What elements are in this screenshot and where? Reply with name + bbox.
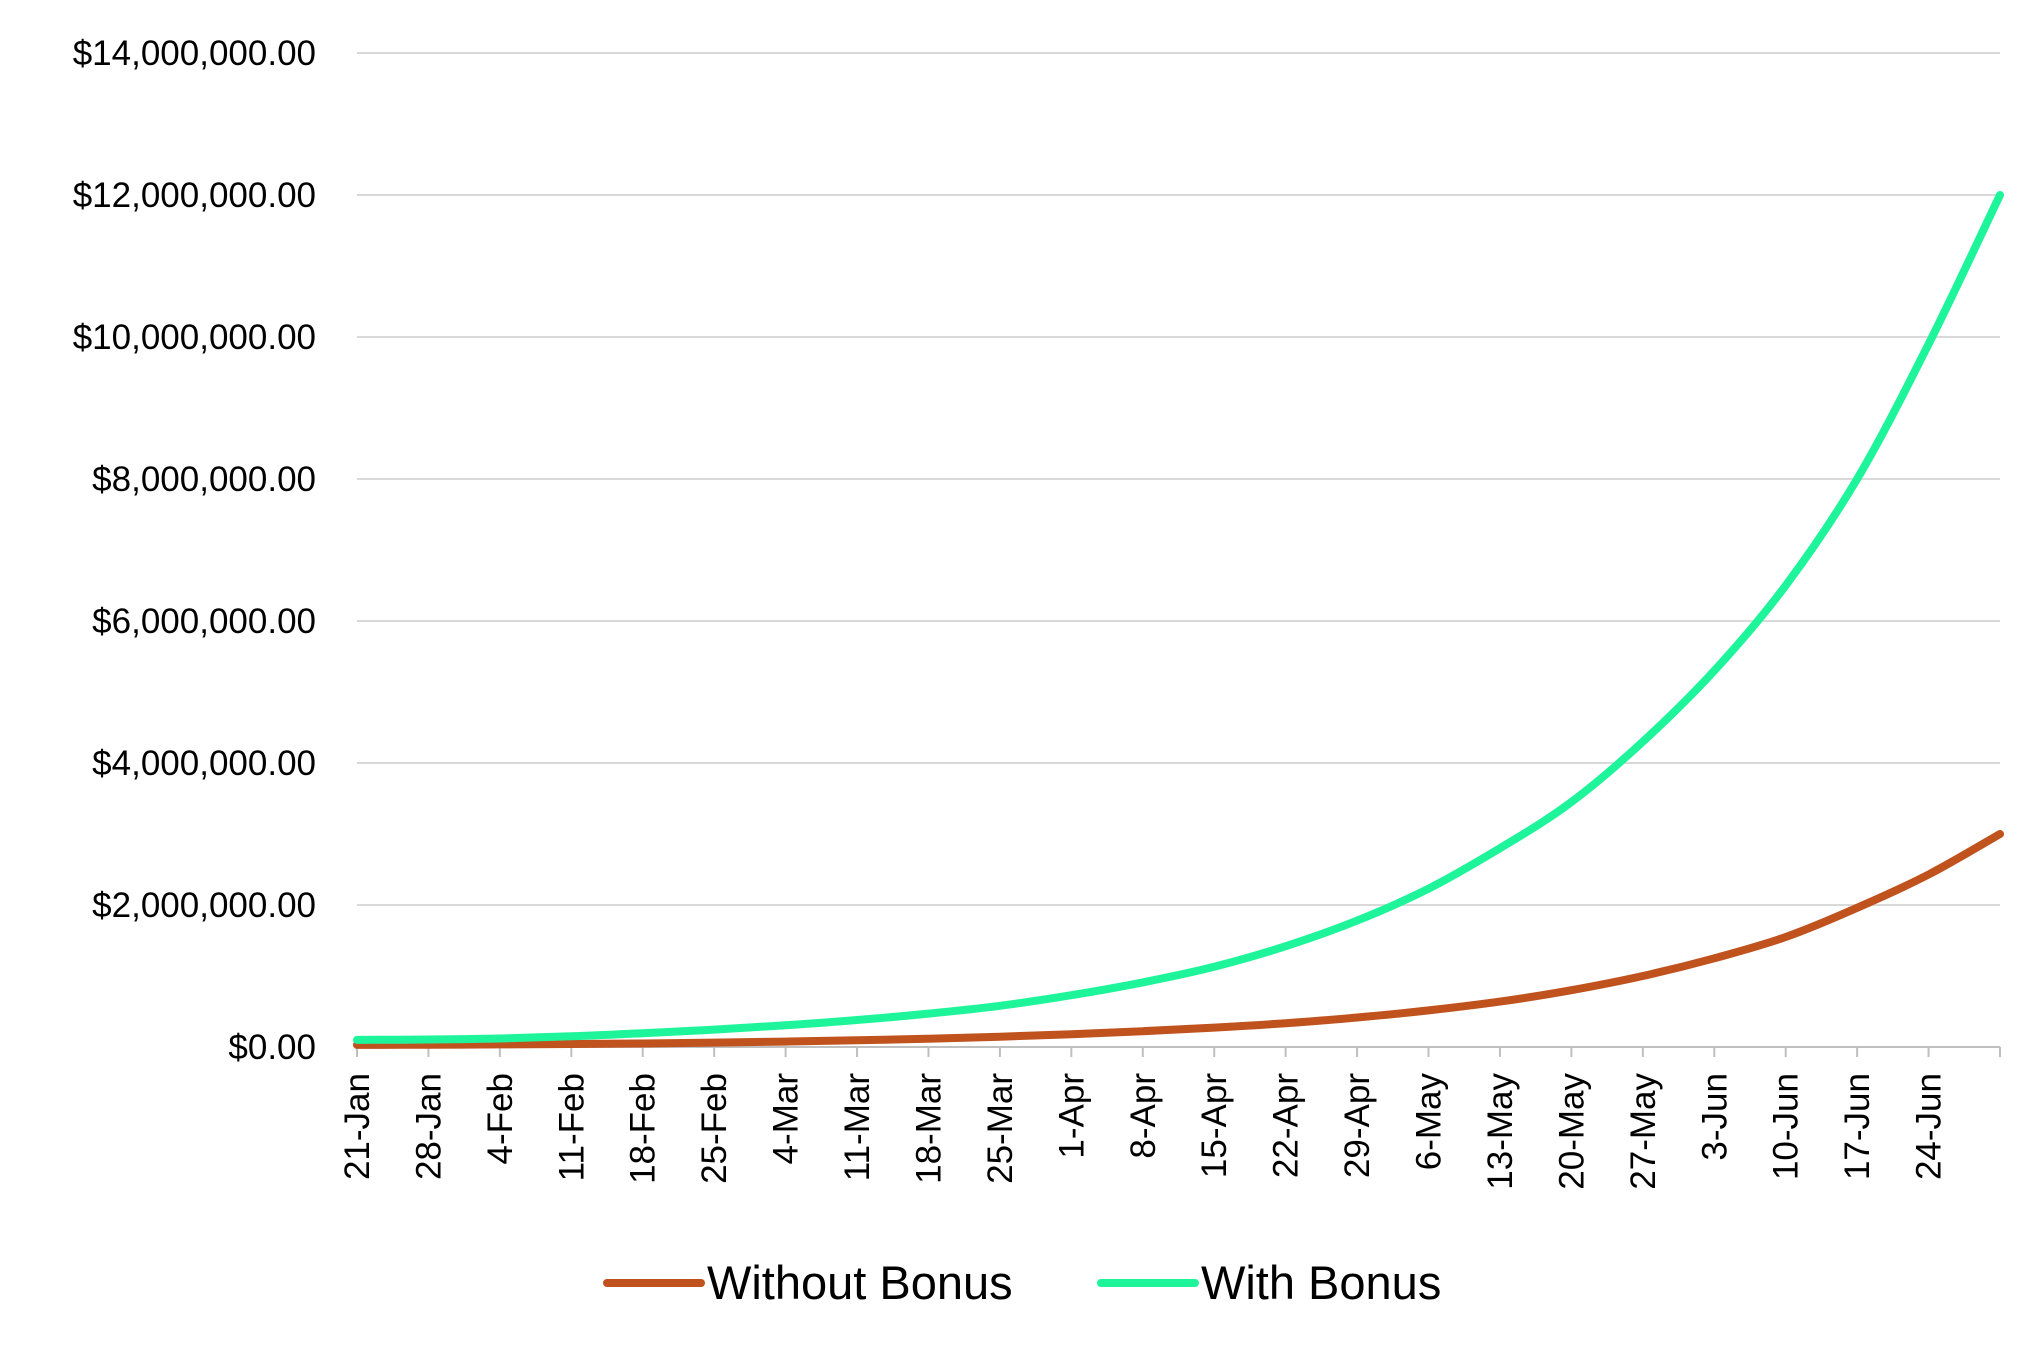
x-tick-label: 4-Mar xyxy=(767,1073,806,1165)
series-line-with-bonus xyxy=(353,191,2004,1044)
data-point-with-bonus xyxy=(499,1038,500,1039)
data-point-with-bonus xyxy=(1714,670,1715,671)
data-point-without-bonus xyxy=(1214,1027,1215,1028)
data-point-with-bonus xyxy=(785,1025,786,1026)
data-point-with-bonus xyxy=(1857,479,1858,480)
data-point-with-bonus xyxy=(357,1039,358,1040)
x-tick-label: 24-Jun xyxy=(1910,1073,1949,1180)
x-tick-label: 25-Feb xyxy=(695,1073,734,1184)
data-point-without-bonus xyxy=(642,1043,643,1044)
data-point-without-bonus xyxy=(428,1044,429,1045)
x-tick-label: 20-May xyxy=(1552,1073,1591,1190)
data-point-without-bonus xyxy=(1642,976,1643,977)
data-point-with-bonus xyxy=(1142,982,1143,983)
data-point-without-bonus xyxy=(1714,958,1715,959)
data-point-with-bonus xyxy=(1357,920,1358,921)
data-point-without-bonus xyxy=(1785,937,1786,938)
x-tick-label: 6-May xyxy=(1410,1073,1449,1171)
legend: Without Bonus With Bonus xyxy=(603,1256,1441,1309)
data-point-without-bonus xyxy=(1071,1034,1072,1035)
x-tick-label: 29-Apr xyxy=(1338,1073,1377,1178)
data-point-without-bonus xyxy=(1500,1001,1501,1002)
data-point-without-bonus xyxy=(714,1042,715,1043)
data-point-with-bonus xyxy=(428,1039,429,1040)
y-tick-label: $0.00 xyxy=(228,1028,316,1067)
data-point-with-bonus xyxy=(1785,585,1786,586)
data-point-without-bonus xyxy=(357,1044,358,1045)
x-tick-label: 28-Jan xyxy=(409,1073,448,1180)
data-point-with-bonus xyxy=(999,1005,1000,1006)
x-tick-label: 11-Feb xyxy=(552,1073,591,1181)
x-tick-label: 18-Feb xyxy=(624,1073,663,1184)
x-tick-label: 4-Feb xyxy=(481,1073,520,1164)
data-point-without-bonus xyxy=(1285,1023,1286,1024)
data-point-with-bonus xyxy=(642,1033,643,1034)
data-point-without-bonus xyxy=(1928,874,1929,875)
data-point-without-bonus xyxy=(1142,1031,1143,1032)
x-tick-label: 11-Mar xyxy=(838,1073,877,1182)
legend-label-with-bonus: With Bonus xyxy=(1201,1256,1441,1309)
data-point-with-bonus xyxy=(1071,995,1072,996)
data-point-without-bonus xyxy=(1428,1010,1429,1011)
x-tick-label: 1-Apr xyxy=(1052,1073,1091,1159)
x-tick-label: 10-Jun xyxy=(1767,1073,1806,1180)
y-tick-label: $8,000,000.00 xyxy=(92,460,316,499)
data-point-without-bonus xyxy=(928,1038,929,1039)
data-point-with-bonus xyxy=(1571,802,1572,803)
x-tick-label: 3-Jun xyxy=(1695,1073,1734,1161)
data-point-with-bonus xyxy=(1642,741,1643,742)
data-point-without-bonus xyxy=(1571,990,1572,991)
data-point-with-bonus xyxy=(571,1036,572,1037)
y-tick-label: $12,000,000.00 xyxy=(73,176,316,215)
data-point-with-bonus xyxy=(2000,195,2001,196)
legend-label-without-bonus: Without Bonus xyxy=(707,1256,1013,1309)
y-tick-label: $4,000,000.00 xyxy=(92,744,316,783)
data-point-without-bonus xyxy=(785,1041,786,1042)
x-tick-label: 17-Jun xyxy=(1838,1073,1877,1180)
x-tick-label: 15-Apr xyxy=(1195,1073,1234,1178)
y-tick-label: $6,000,000.00 xyxy=(92,602,316,641)
data-point-without-bonus xyxy=(999,1036,1000,1037)
data-point-without-bonus xyxy=(2000,834,2001,835)
x-tick-label: 8-Apr xyxy=(1124,1073,1163,1159)
x-tick-label: 27-May xyxy=(1624,1073,1663,1190)
x-tick-label: 18-Mar xyxy=(909,1073,948,1184)
data-point-without-bonus xyxy=(499,1044,500,1045)
data-point-without-bonus xyxy=(857,1040,858,1041)
data-point-with-bonus xyxy=(1428,888,1429,889)
x-axis-ticks: 21-Jan 28-Jan 4-Feb 11-Feb 18-Feb 25-Feb 4-Mar… xyxy=(338,1073,1949,1190)
data-point-without-bonus xyxy=(571,1044,572,1045)
data-point-with-bonus xyxy=(1285,946,1286,947)
y-tick-label: $10,000,000.00 xyxy=(73,318,316,357)
data-point-with-bonus xyxy=(1928,344,1929,345)
y-axis-ticks: $0.00 $2,000,000.00 $4,000,000.00 $6,000,00… xyxy=(73,34,316,1067)
x-axis xyxy=(356,1046,2001,1057)
x-tick-label: 22-Apr xyxy=(1267,1073,1306,1178)
y-tick-label: $2,000,000.00 xyxy=(92,886,316,925)
x-tick-label: 13-May xyxy=(1481,1073,1520,1190)
x-tick-label: 21-Jan xyxy=(338,1073,377,1180)
x-tick-label: 25-Mar xyxy=(981,1073,1020,1184)
series-lines xyxy=(353,191,2004,1049)
series-line-without-bonus xyxy=(353,830,2004,1049)
gridlines xyxy=(357,52,2000,906)
data-point-with-bonus xyxy=(1500,848,1501,849)
data-point-with-bonus xyxy=(857,1020,858,1021)
data-point-with-bonus xyxy=(928,1013,929,1014)
data-point-with-bonus xyxy=(714,1029,715,1030)
data-point-without-bonus xyxy=(1857,907,1858,908)
y-tick-label: $14,000,000.00 xyxy=(73,34,316,73)
data-point-with-bonus xyxy=(1214,966,1215,967)
data-point-without-bonus xyxy=(1357,1017,1358,1018)
